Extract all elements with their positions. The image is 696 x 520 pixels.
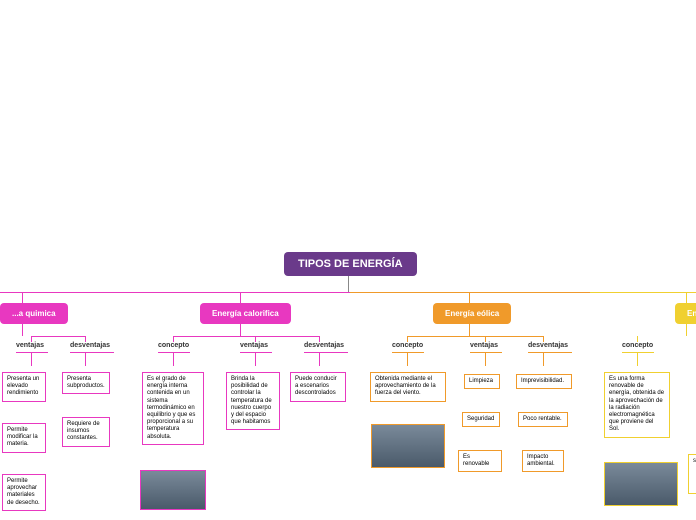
leaf-node: Obtenida mediante el aprovechamiento de …	[370, 372, 446, 402]
leaf-node: Es renovable	[458, 450, 502, 472]
image-placeholder	[140, 470, 206, 510]
sub-label: desventajas	[528, 342, 568, 349]
leaf-node: Imprevisibilidad.	[516, 374, 572, 389]
branch-node: Energía eólica	[433, 303, 511, 324]
sub-label: desventajas	[70, 342, 110, 349]
leaf-node: Puede conducir a escenarios descontrolad…	[290, 372, 346, 402]
image-placeholder	[604, 462, 678, 506]
leaf-node: Limpieza	[464, 374, 500, 389]
sub-label: desventajas	[304, 342, 344, 349]
leaf-node: Es el grado de energía interna contenida…	[142, 372, 204, 445]
leaf-node: Poco rentable.	[518, 412, 568, 427]
branch-node: Energía calorifica	[200, 303, 291, 324]
sub-label: concepto	[158, 342, 189, 349]
leaf-node: Presenta subproductos.	[62, 372, 110, 394]
branch-node: ...a quimica	[0, 303, 68, 324]
sub-label: concepto	[622, 342, 653, 349]
leaf-node: Es una forma renovable de energía, obten…	[604, 372, 670, 438]
sub-label: ventajas	[240, 342, 268, 349]
leaf-node: Presenta un elevado rendimiento	[2, 372, 46, 402]
sub-label: concepto	[392, 342, 423, 349]
sub-label: ventajas	[470, 342, 498, 349]
root-node: TIPOS DE ENERGÍA	[284, 252, 417, 276]
branch-node: Energ...	[675, 303, 696, 324]
leaf-node: Brinda la posibilidad de controlar la te…	[226, 372, 280, 430]
leaf-node: Permite modificar la materia.	[2, 423, 46, 453]
leaf-node: Permite aprovechar materiales de desecho…	[2, 474, 46, 511]
leaf-node: Seguridad	[462, 412, 500, 427]
leaf-node: Requiere de insumos constantes.	[62, 417, 110, 447]
leaf-node: s...	[688, 454, 696, 494]
sub-label: ventajas	[16, 342, 44, 349]
image-placeholder	[371, 424, 445, 468]
leaf-node: Impacto ambiental.	[522, 450, 564, 472]
